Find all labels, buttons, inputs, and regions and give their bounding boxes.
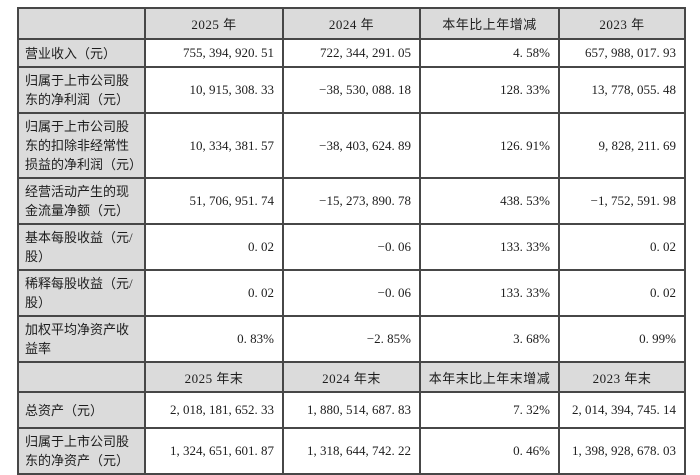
column-header-2024-end: 2024 年末 (282, 361, 421, 393)
cell-value: 3. 68% (419, 315, 560, 363)
table-row-total-assets: 总资产（元） 2, 018, 181, 652. 33 1, 880, 514,… (17, 391, 686, 429)
cell-value: 1, 318, 644, 742. 22 (282, 427, 421, 475)
table-row-net-profit: 归属于上市公司股东的净利润（元） 10, 915, 308. 33 −38, 5… (17, 66, 686, 114)
cell-value: −15, 273, 890. 78 (282, 177, 421, 225)
cell-value: 128. 33% (419, 66, 560, 114)
table-row-net-profit-excl-nonrecurring: 归属于上市公司股东的扣除非经常性损益的净利润（元） 10, 334, 381. … (17, 112, 686, 179)
cell-value: 2, 018, 181, 652. 33 (144, 391, 284, 429)
cell-value: −0. 06 (282, 269, 421, 317)
cell-value: 2, 014, 394, 745. 14 (558, 391, 686, 429)
column-header-2025-end: 2025 年末 (144, 361, 284, 393)
row-label: 营业收入（元） (17, 38, 146, 68)
cell-value: 0. 46% (419, 427, 560, 475)
table-row-revenue: 营业收入（元） 755, 394, 920. 51 722, 344, 291.… (17, 38, 686, 68)
cell-value: 4. 58% (419, 38, 560, 68)
row-label: 基本每股收益（元/股） (17, 223, 146, 271)
cell-value: −38, 530, 088. 18 (282, 66, 421, 114)
cell-value: 0. 02 (144, 269, 284, 317)
cell-value: −2. 85% (282, 315, 421, 363)
table-row-weighted-avg-roe: 加权平均净资产收益率 0. 83% −2. 85% 3. 68% 0. 99% (17, 315, 686, 363)
cell-value: 0. 02 (558, 223, 686, 271)
cell-value: 657, 988, 017. 93 (558, 38, 686, 68)
column-header-end-change: 本年末比上年末增减 (419, 361, 560, 393)
financial-summary-table: 2025 年 2024 年 本年比上年增减 2023 年 营业收入（元） 755… (17, 7, 686, 475)
column-header-2023: 2023 年 (558, 7, 686, 40)
cell-value: 10, 915, 308. 33 (144, 66, 284, 114)
cell-value: 7. 32% (419, 391, 560, 429)
row-label: 稀释每股收益（元/股） (17, 269, 146, 317)
cell-value: 1, 324, 651, 601. 87 (144, 427, 284, 475)
header-row-annual: 2025 年 2024 年 本年比上年增减 2023 年 (17, 7, 686, 40)
header-row-period-end: 2025 年末 2024 年末 本年末比上年末增减 2023 年末 (17, 361, 686, 393)
cell-value: 1, 880, 514, 687. 83 (282, 391, 421, 429)
row-label: 经营活动产生的现金流量净额（元） (17, 177, 146, 225)
cell-value: 10, 334, 381. 57 (144, 112, 284, 179)
row-label: 加权平均净资产收益率 (17, 315, 146, 363)
column-header-yoy-change: 本年比上年增减 (419, 7, 560, 40)
row-label: 总资产（元） (17, 391, 146, 429)
cell-value: 0. 02 (558, 269, 686, 317)
cell-value: 133. 33% (419, 269, 560, 317)
column-header-2024: 2024 年 (282, 7, 421, 40)
cell-value: 0. 02 (144, 223, 284, 271)
row-label: 归属于上市公司股东的净利润（元） (17, 66, 146, 114)
cell-value: 126. 91% (419, 112, 560, 179)
cell-value: 51, 706, 951. 74 (144, 177, 284, 225)
table-row-diluted-eps: 稀释每股收益（元/股） 0. 02 −0. 06 133. 33% 0. 02 (17, 269, 686, 317)
table-row-basic-eps: 基本每股收益（元/股） 0. 02 −0. 06 133. 33% 0. 02 (17, 223, 686, 271)
cell-value: 438. 53% (419, 177, 560, 225)
cell-value: 722, 344, 291. 05 (282, 38, 421, 68)
corner-cell (17, 7, 146, 40)
cell-value: 133. 33% (419, 223, 560, 271)
table-row-net-assets: 归属于上市公司股东的净资产（元） 1, 324, 651, 601. 87 1,… (17, 427, 686, 475)
cell-value: 755, 394, 920. 51 (144, 38, 284, 68)
table-row-operating-cash-flow: 经营活动产生的现金流量净额（元） 51, 706, 951. 74 −15, 2… (17, 177, 686, 225)
column-header-2023-end: 2023 年末 (558, 361, 686, 393)
cell-value: 1, 398, 928, 678. 03 (558, 427, 686, 475)
cell-value: 9, 828, 211. 69 (558, 112, 686, 179)
cell-value: −38, 403, 624. 89 (282, 112, 421, 179)
cell-value: 13, 778, 055. 48 (558, 66, 686, 114)
cell-value: −1, 752, 591. 98 (558, 177, 686, 225)
column-header-2025: 2025 年 (144, 7, 284, 40)
row-label: 归属于上市公司股东的扣除非经常性损益的净利润（元） (17, 112, 146, 179)
row-label: 归属于上市公司股东的净资产（元） (17, 427, 146, 475)
cell-value: −0. 06 (282, 223, 421, 271)
corner-cell (17, 361, 146, 393)
cell-value: 0. 99% (558, 315, 686, 363)
cell-value: 0. 83% (144, 315, 284, 363)
